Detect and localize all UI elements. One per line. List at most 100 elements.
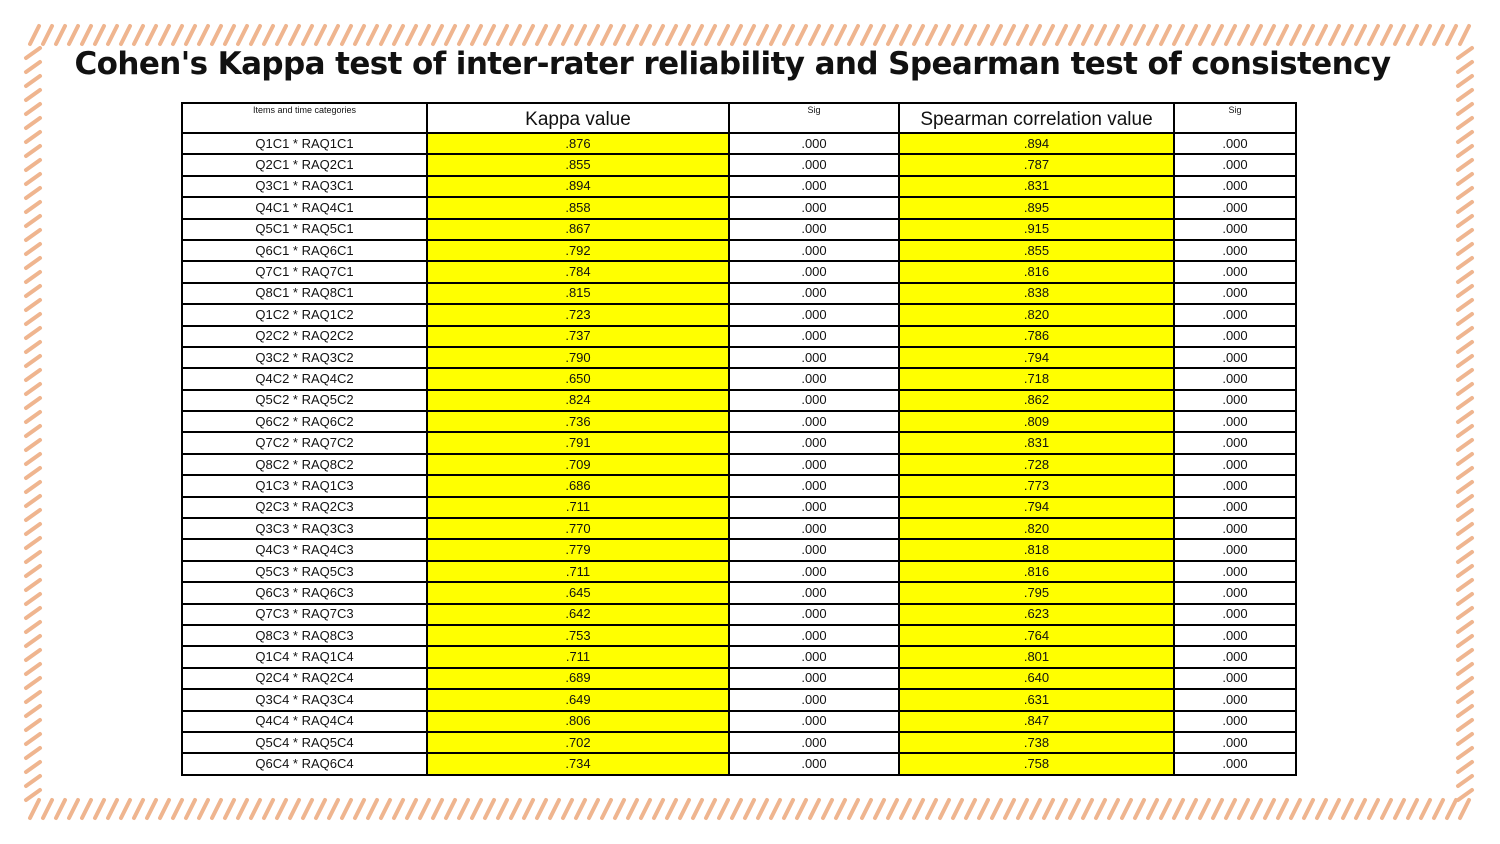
hatch-stroke (24, 648, 42, 662)
hatch-stroke (1393, 24, 1406, 46)
hatch-stroke (678, 798, 691, 820)
hatch-stroke (756, 24, 769, 46)
hatch-stroke (1456, 270, 1474, 284)
hatch-stroke (1289, 798, 1302, 820)
spearman-sig-cell: .000 (1173, 581, 1297, 605)
hatch-stroke (808, 24, 821, 46)
hatch-stroke (639, 798, 652, 820)
spearman-sig-cell: .000 (1173, 559, 1297, 584)
item-cell: Q3C3 * RAQ3C3 (181, 517, 428, 541)
hatch-stroke (1315, 24, 1328, 46)
hatch-stroke (821, 24, 834, 46)
spearman-sig-cell: .000 (1173, 410, 1297, 434)
kappa-cell: .709 (426, 452, 730, 477)
hatch-stroke (1003, 798, 1016, 820)
hatch-stroke (379, 798, 392, 820)
hatch-stroke (24, 438, 42, 452)
hatch-stroke (106, 798, 119, 820)
hatch-stroke (275, 798, 288, 820)
hatch-stroke (1211, 798, 1224, 820)
hatch-stroke (24, 116, 42, 130)
kappa-sig-cell: .000 (728, 260, 900, 284)
item-cell: Q4C4 * RAQ4C4 (181, 709, 428, 733)
spearman-cell: .816 (898, 559, 1175, 584)
kappa-cell: .790 (426, 345, 730, 370)
hatch-stroke (1081, 798, 1094, 820)
hatch-stroke (1055, 798, 1068, 820)
kappa-sig-cell: .000 (728, 623, 900, 648)
hatch-stroke (418, 24, 431, 46)
kappa-sig-cell: .000 (728, 666, 900, 691)
hatch-stroke (470, 798, 483, 820)
table-row: Q8C3 * RAQ8C3.753.000.764.000 (181, 623, 1297, 648)
spearman-sig-cell: .000 (1173, 474, 1297, 498)
hatch-stroke (24, 550, 42, 564)
hatch-stroke (704, 24, 717, 46)
kappa-sig-cell: .000 (728, 217, 900, 241)
hatch-stroke (262, 24, 275, 46)
hatch-stroke (340, 798, 353, 820)
hatch-stroke (1120, 798, 1133, 820)
item-cell: Q7C1 * RAQ7C1 (181, 260, 428, 284)
hatch-stroke (1198, 24, 1211, 46)
hatch-stroke (197, 24, 210, 46)
hatch-stroke (1456, 200, 1474, 214)
spearman-cell: .809 (898, 410, 1175, 434)
spearman-cell: .640 (898, 666, 1175, 691)
hatch-stroke (93, 798, 106, 820)
hatch-stroke (1328, 24, 1341, 46)
hatch-stroke (1081, 24, 1094, 46)
hatch-stroke (184, 798, 197, 820)
hatch-stroke (184, 24, 197, 46)
hatch-stroke (1456, 242, 1474, 256)
kappa-sig-cell: .000 (728, 559, 900, 584)
table-row: Q3C3 * RAQ3C3.770.000.820.000 (181, 517, 1297, 541)
spearman-sig-cell: .000 (1173, 260, 1297, 284)
hatch-stroke (223, 798, 236, 820)
hatch-stroke (41, 798, 54, 820)
hatch-stroke (847, 24, 860, 46)
hatch-stroke (24, 46, 42, 60)
hatch-stroke (1237, 24, 1250, 46)
hatch-stroke (665, 24, 678, 46)
spearman-cell: .794 (898, 495, 1175, 520)
hatch-stroke (1107, 798, 1120, 820)
hatch-stroke (1354, 798, 1367, 820)
table-row: Q1C4 * RAQ1C4.711.000.801.000 (181, 645, 1297, 669)
kappa-cell: .753 (426, 623, 730, 648)
hatch-stroke (1458, 798, 1471, 820)
hatch-stroke (977, 24, 990, 46)
hatch-stroke (1224, 24, 1237, 46)
hatch-stroke (1456, 676, 1474, 690)
item-cell: Q8C1 * RAQ8C1 (181, 281, 428, 306)
hatch-stroke (236, 24, 249, 46)
hatch-stroke (535, 798, 548, 820)
hatch-stroke (353, 798, 366, 820)
hatch-stroke (613, 24, 626, 46)
hatch-stroke (119, 24, 132, 46)
hatch-stroke (1456, 662, 1474, 676)
kappa-sig-cell: .000 (728, 752, 900, 776)
hatch-stroke (1029, 24, 1042, 46)
kappa-sig-cell: .000 (728, 452, 900, 477)
table-row: Q8C2 * RAQ8C2.709.000.728.000 (181, 452, 1297, 477)
hatch-stroke (1456, 46, 1474, 60)
hatch-stroke (288, 798, 301, 820)
hatch-stroke (24, 732, 42, 746)
spearman-cell: .818 (898, 538, 1175, 562)
hatch-stroke (912, 798, 925, 820)
hatch-stroke (730, 798, 743, 820)
table-row: Q6C1 * RAQ6C1.792.000.855.000 (181, 238, 1297, 263)
kappa-cell: .736 (426, 410, 730, 434)
hatch-stroke (1456, 60, 1474, 74)
hatch-stroke (366, 24, 379, 46)
hatch-stroke (24, 368, 42, 382)
spearman-cell: .894 (898, 131, 1175, 156)
hatch-stroke (210, 798, 223, 820)
hatch-stroke (1185, 24, 1198, 46)
hatch-stroke (548, 24, 561, 46)
kappa-cell: .824 (426, 388, 730, 413)
spearman-sig-cell: .000 (1173, 517, 1297, 541)
hatch-stroke (418, 798, 431, 820)
hatch-stroke (24, 690, 42, 704)
